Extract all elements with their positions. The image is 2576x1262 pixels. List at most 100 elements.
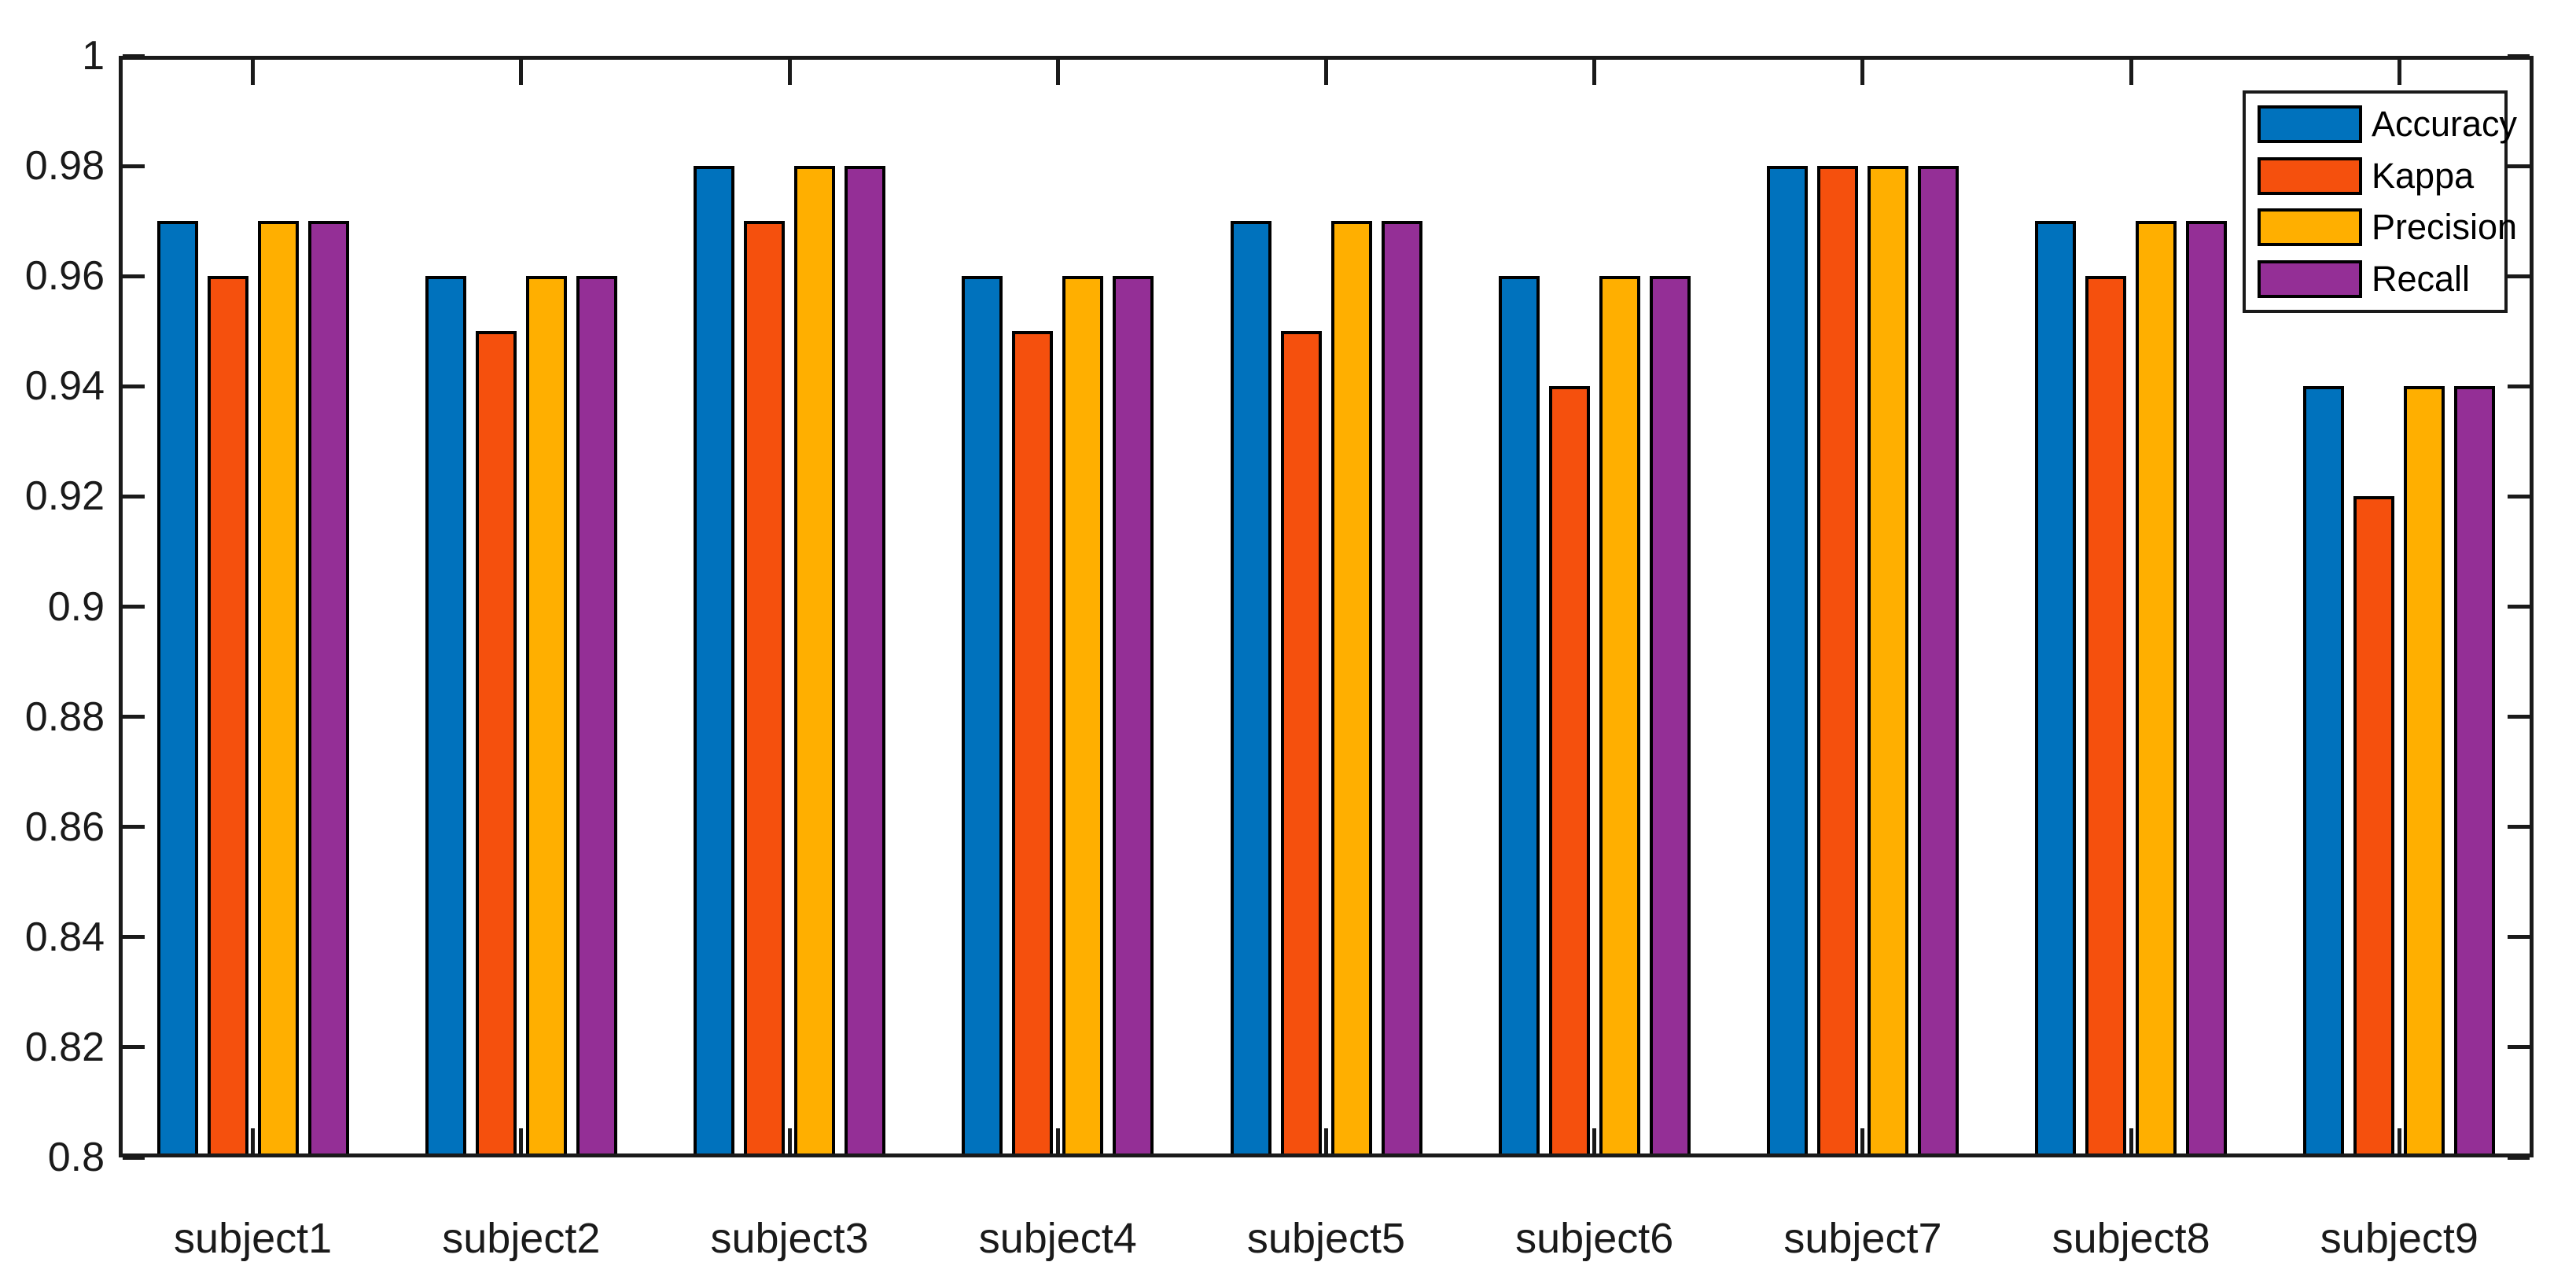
legend-swatch-precision: [2258, 208, 2362, 247]
bar-subject9-accuracy: [2303, 386, 2345, 1157]
bar-subject3-precision: [794, 166, 836, 1157]
bar-subject1-precision: [257, 221, 299, 1157]
y-axis-tick-label: 0.8: [47, 1135, 105, 1180]
x-axis-category-label: subject4: [978, 1215, 1137, 1262]
x-axis-tick-top: [251, 60, 256, 85]
bar-subject3-accuracy: [694, 166, 735, 1157]
y-axis-tick-right: [2508, 164, 2530, 168]
bar-subject9-kappa: [2353, 496, 2395, 1157]
y-axis-tick-right: [2508, 274, 2530, 278]
bar-subject7-recall: [1917, 166, 1959, 1157]
legend: Accuracy Kappa Precision Recall: [2243, 90, 2517, 313]
bar-subject3-recall: [845, 166, 886, 1157]
legend-label-recall: Recall: [2372, 259, 2471, 300]
x-axis-category-label: subject9: [2320, 1215, 2478, 1262]
legend-item-accuracy: Accuracy: [2246, 104, 2517, 145]
y-axis-tick-right: [2508, 384, 2530, 388]
y-axis-tick-right: [2508, 1045, 2530, 1050]
y-axis-tick-label: 0.86: [24, 804, 105, 850]
x-axis-tick-bottom: [2129, 1128, 2133, 1153]
y-axis-tick-left: [123, 384, 145, 388]
y-axis-tick-left: [123, 1045, 145, 1050]
y-axis-tick-right: [2508, 1155, 2530, 1160]
bar-subject5-precision: [1330, 221, 1372, 1157]
bar-subject7-kappa: [1816, 166, 1858, 1157]
x-axis-tick-top: [787, 60, 792, 85]
y-axis-tick-right: [2508, 935, 2530, 940]
legend-label-precision: Precision: [2372, 207, 2518, 248]
y-axis-tick-label: 0.84: [24, 914, 105, 960]
bar-subject9-precision: [2404, 386, 2445, 1157]
y-axis-tick-right: [2508, 825, 2530, 830]
x-axis-tick-bottom: [787, 1128, 792, 1153]
bar-subject1-kappa: [207, 276, 248, 1157]
legend-swatch-accuracy: [2258, 105, 2362, 143]
bar-subject2-precision: [525, 276, 567, 1157]
x-axis-category-label: subject6: [1515, 1215, 1674, 1262]
bar-subject7-accuracy: [1766, 166, 1808, 1157]
y-axis-tick-left: [123, 164, 145, 168]
x-axis-tick-top: [2129, 60, 2133, 85]
bar-subject5-kappa: [1280, 331, 1322, 1157]
bar-subject6-recall: [1649, 276, 1691, 1157]
legend-item-precision: Precision: [2246, 207, 2517, 248]
bar-subject3-kappa: [744, 221, 786, 1157]
bar-subject2-accuracy: [425, 276, 466, 1157]
x-axis-tick-bottom: [2397, 1128, 2401, 1153]
bar-subject4-kappa: [1012, 331, 1054, 1157]
y-axis-tick-right: [2508, 605, 2530, 609]
x-axis-tick-top: [1860, 60, 1865, 85]
x-axis-category-label: subject5: [1246, 1215, 1406, 1262]
x-axis-tick-top: [1592, 60, 1597, 85]
x-axis-tick-bottom: [1860, 1128, 1865, 1153]
x-axis-tick-top: [519, 60, 524, 85]
x-axis-tick-top: [1055, 60, 1060, 85]
y-axis-tick-label: 0.88: [24, 694, 105, 740]
y-axis-tick-label: 0.98: [24, 143, 105, 189]
y-axis-tick-left: [123, 1155, 145, 1160]
bar-subject4-precision: [1062, 276, 1104, 1157]
x-axis-category-label: subject3: [710, 1215, 869, 1262]
legend-item-kappa: Kappa: [2246, 156, 2504, 197]
y-axis-tick-right: [2508, 494, 2530, 499]
y-axis-tick-label: 0.94: [24, 363, 105, 410]
bar-subject2-kappa: [475, 331, 517, 1157]
bar-subject1-accuracy: [156, 221, 198, 1157]
bar-subject9-recall: [2454, 386, 2496, 1157]
bar-subject4-accuracy: [962, 276, 1003, 1157]
bar-subject6-precision: [1599, 276, 1640, 1157]
x-axis-tick-top: [2397, 60, 2401, 85]
x-axis-tick-bottom: [519, 1128, 524, 1153]
bar-subject5-accuracy: [1230, 221, 1271, 1157]
legend-item-recall: Recall: [2246, 259, 2504, 300]
bar-subject1-recall: [307, 221, 349, 1157]
y-axis-tick-label: 0.92: [24, 473, 105, 520]
legend-label-kappa: Kappa: [2372, 155, 2475, 196]
y-axis-tick-left: [123, 274, 145, 278]
bar-subject6-kappa: [1548, 386, 1590, 1157]
y-axis-tick-left: [123, 53, 145, 58]
bar-subject2-recall: [576, 276, 617, 1157]
y-axis-tick-left: [123, 935, 145, 940]
x-axis-tick-bottom: [251, 1128, 256, 1153]
bar-subject7-precision: [1867, 166, 1908, 1157]
x-axis-category-label: subject8: [2052, 1215, 2210, 1262]
x-axis-category-label: subject2: [442, 1215, 601, 1262]
y-axis-tick-right: [2508, 715, 2530, 719]
x-axis-category-label: subject1: [174, 1215, 333, 1262]
bar-subject8-recall: [2186, 221, 2228, 1157]
bar-subject5-recall: [1381, 221, 1422, 1157]
x-axis-category-label: subject7: [1783, 1215, 1942, 1262]
bar-subject8-precision: [2136, 221, 2177, 1157]
bar-subject4-recall: [1113, 276, 1154, 1157]
y-axis-tick-label: 0.82: [24, 1024, 105, 1070]
legend-swatch-recall: [2258, 260, 2362, 299]
y-axis-tick-label: 0.9: [47, 583, 105, 630]
y-axis-tick-left: [123, 494, 145, 499]
y-axis-tick-left: [123, 715, 145, 719]
y-axis-tick-label: 0.96: [24, 253, 105, 300]
bar-subject8-accuracy: [2035, 221, 2077, 1157]
y-axis-tick-right: [2508, 53, 2530, 58]
legend-label-accuracy: Accuracy: [2372, 103, 2518, 144]
